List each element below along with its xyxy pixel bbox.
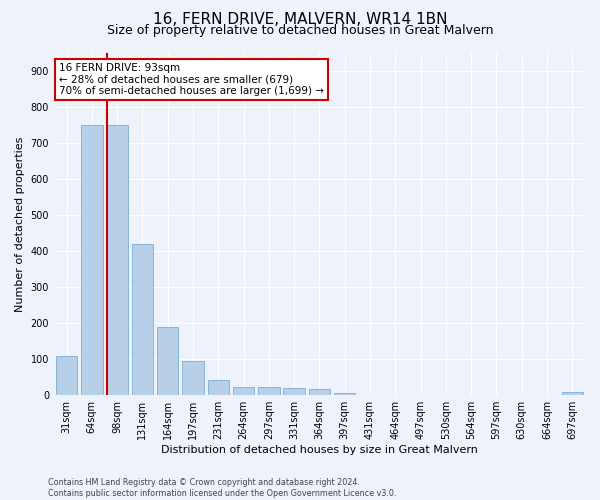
Bar [131,244,153,395]
Text: Size of property relative to detached houses in Great Malvern: Size of property relative to detached ho… [107,24,493,37]
Bar [283,388,305,395]
X-axis label: Distribution of detached houses by size in Great Malvern: Distribution of detached houses by size … [161,445,478,455]
Bar [562,392,583,395]
Bar [157,326,178,395]
Bar [258,388,280,395]
Y-axis label: Number of detached properties: Number of detached properties [15,136,25,312]
Text: Contains HM Land Registry data © Crown copyright and database right 2024.
Contai: Contains HM Land Registry data © Crown c… [48,478,397,498]
Bar [309,388,330,395]
Bar [182,361,204,395]
Bar [106,124,128,395]
Text: 16, FERN DRIVE, MALVERN, WR14 1BN: 16, FERN DRIVE, MALVERN, WR14 1BN [153,12,447,28]
Text: 16 FERN DRIVE: 93sqm
← 28% of detached houses are smaller (679)
70% of semi-deta: 16 FERN DRIVE: 93sqm ← 28% of detached h… [59,63,324,96]
Bar [208,380,229,395]
Bar [334,394,355,395]
Bar [56,356,77,395]
Bar [81,124,103,395]
Bar [233,388,254,395]
